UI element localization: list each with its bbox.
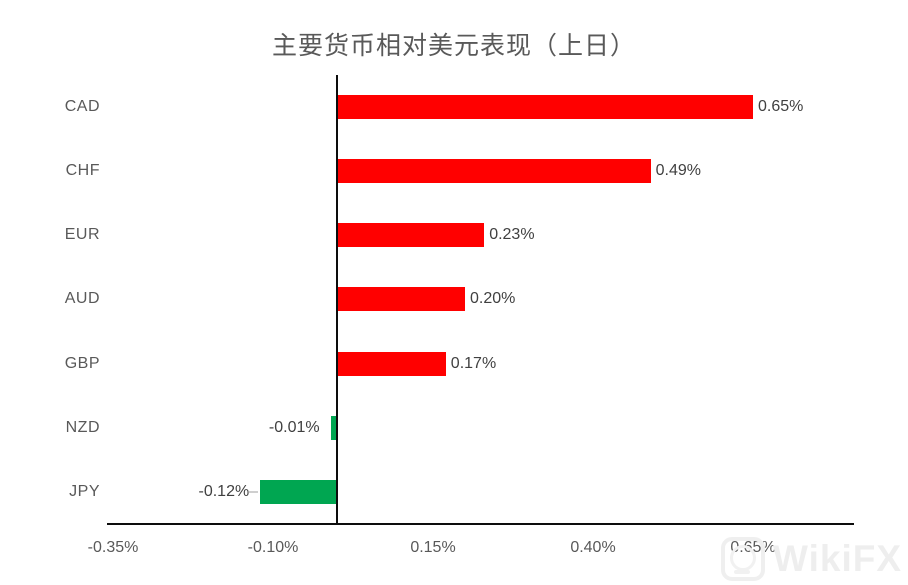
x-tick-0.15%: 0.15% — [410, 539, 456, 556]
zero-baseline-axis — [336, 75, 338, 525]
value-label-eur: 0.23% — [489, 226, 535, 244]
category-label-nzd: NZD — [65, 418, 100, 436]
value-label-cad: 0.65% — [758, 98, 804, 116]
bar-eur — [337, 223, 485, 248]
category-label-chf: CHF — [65, 162, 100, 180]
value-label-nzd: -0.01% — [268, 418, 320, 436]
leader-line-jpy — [248, 491, 259, 493]
bar-jpy — [260, 479, 337, 504]
category-label-eur: EUR — [64, 226, 100, 244]
wikifx-logo-icon — [720, 537, 765, 581]
category-label-cad: CAD — [64, 98, 100, 116]
wikifx-logo-pill — [733, 570, 750, 574]
value-label-jpy: -0.12% — [198, 482, 250, 500]
bar-gbp — [337, 351, 446, 376]
watermark-text: WikiFX — [772, 538, 902, 579]
bar-cad — [337, 95, 753, 120]
x-tick-0.40%: 0.40% — [570, 539, 616, 556]
category-label-gbp: GBP — [64, 354, 100, 372]
value-label-chf: 0.49% — [655, 162, 701, 180]
bar-aud — [337, 287, 465, 312]
category-label-jpy: JPY — [69, 482, 100, 500]
x-tick--0.10%: -0.10% — [247, 539, 299, 556]
chart-title: 主要货币相对美元表现（上日） — [271, 32, 636, 60]
value-label-gbp: 0.17% — [450, 354, 497, 372]
bar-nzd — [330, 415, 337, 440]
watermark: WikiFX — [720, 537, 902, 581]
wikifx-logo-circle — [729, 545, 756, 571]
category-label-aud: AUD — [64, 290, 100, 308]
x-tick--0.35%: -0.35% — [87, 539, 139, 556]
x-axis-line — [107, 523, 854, 525]
bar-chf — [337, 159, 651, 184]
value-label-aud: 0.20% — [470, 290, 516, 308]
